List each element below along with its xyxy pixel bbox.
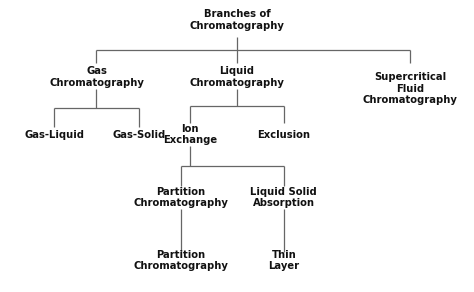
Text: Exclusion: Exclusion	[257, 130, 310, 140]
Text: Liquid Solid
Absorption: Liquid Solid Absorption	[250, 187, 317, 208]
Text: Gas-Solid: Gas-Solid	[112, 130, 165, 140]
Text: Partition
Chromatography: Partition Chromatography	[133, 187, 228, 208]
Text: Thin
Layer: Thin Layer	[268, 250, 300, 271]
Text: Branches of
Chromatography: Branches of Chromatography	[190, 9, 284, 31]
Text: Partition
Chromatography: Partition Chromatography	[133, 250, 228, 271]
Text: Supercritical
Fluid
Chromatography: Supercritical Fluid Chromatography	[363, 72, 458, 105]
Text: Ion
Exchange: Ion Exchange	[163, 124, 217, 145]
Text: Gas-Liquid: Gas-Liquid	[24, 130, 84, 140]
Text: Gas
Chromatography: Gas Chromatography	[49, 67, 144, 88]
Text: Liquid
Chromatography: Liquid Chromatography	[190, 67, 284, 88]
